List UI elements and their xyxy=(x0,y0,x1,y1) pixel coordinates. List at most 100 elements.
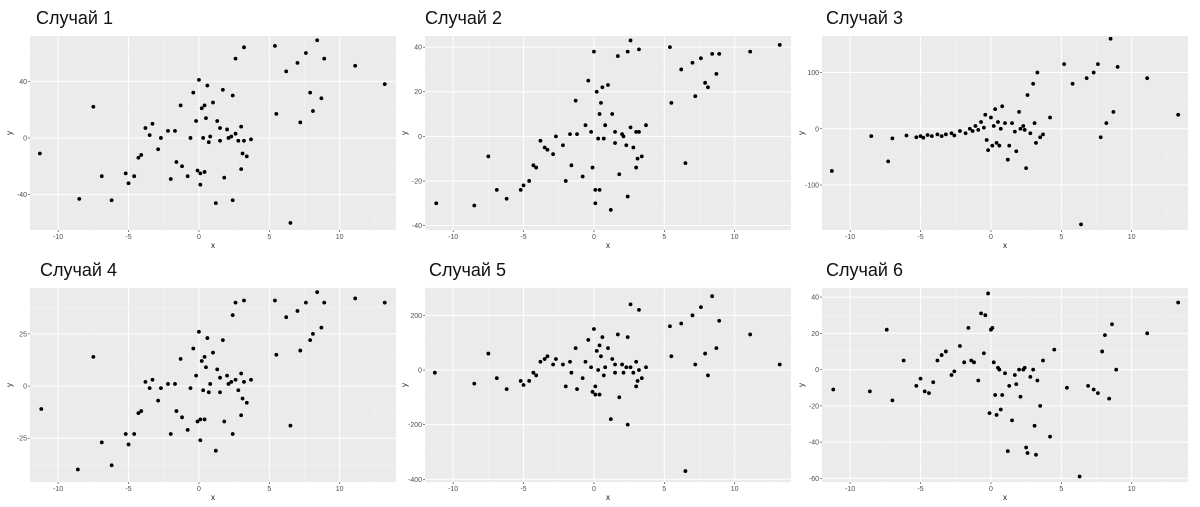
x-tick-label: -10 xyxy=(448,486,458,493)
scatter-point xyxy=(748,49,753,54)
y-tick-label: 40 xyxy=(811,295,819,302)
chart-panel-3: -10 -5 0 5 10 -100 0 100 x y Случай 3 xyxy=(797,2,1192,254)
scatter-point xyxy=(593,392,598,397)
scatter-point xyxy=(202,103,207,108)
scatter-point xyxy=(592,49,596,54)
x-tick-label: -5 xyxy=(125,486,131,493)
scatter-point xyxy=(166,382,170,386)
scatter-point xyxy=(590,165,595,170)
scatter-point xyxy=(594,89,599,94)
y-axis: -40 -20 0 20 40 xyxy=(412,45,791,230)
scatter-point xyxy=(322,300,327,305)
scatter-point xyxy=(180,164,184,169)
scatter-point xyxy=(575,132,579,137)
scatter-point xyxy=(147,133,152,138)
scatter-point xyxy=(594,348,599,353)
scatter-point xyxy=(914,384,919,388)
scatter-point xyxy=(1014,382,1019,386)
scatter-point xyxy=(1176,112,1181,117)
scatter-point xyxy=(615,332,620,337)
scatter-point xyxy=(178,357,183,361)
scatter-point xyxy=(295,309,300,313)
x-tick-label: 5 xyxy=(267,234,271,241)
scatter-point xyxy=(1096,391,1100,396)
scatter-point xyxy=(644,123,648,128)
scatter-point xyxy=(136,411,141,416)
scatter-point xyxy=(949,373,954,377)
scatter-point xyxy=(976,128,981,132)
scatter-point xyxy=(991,360,996,365)
scatter-point xyxy=(199,359,204,363)
scatter-point xyxy=(717,51,722,56)
scatter-point xyxy=(434,201,439,206)
scatter-point xyxy=(575,387,579,391)
x-tick-label: 0 xyxy=(197,234,201,241)
scatter-point xyxy=(634,359,639,364)
scatter-point xyxy=(668,324,672,329)
scatter-point xyxy=(628,365,633,370)
scatter-point xyxy=(208,134,213,139)
scatter-point xyxy=(174,160,179,164)
scatter-point xyxy=(621,134,626,139)
scatter-point xyxy=(597,112,602,116)
scatter-point xyxy=(150,377,155,382)
scatter-point xyxy=(1091,70,1096,75)
scatter-point xyxy=(240,151,245,156)
scatter-point xyxy=(298,120,303,125)
scatter-point xyxy=(601,373,606,378)
y-axis-title: y xyxy=(400,383,409,387)
scatter-point xyxy=(935,132,940,137)
scatter-point xyxy=(624,365,629,370)
scatter-point xyxy=(551,152,555,157)
scatter-point xyxy=(593,201,598,206)
chart-panel-5: -10 -5 0 5 10 -400 -200 0 200 x y Случай 5 xyxy=(400,254,795,506)
x-tick-label: -10 xyxy=(53,486,63,493)
scatter-point xyxy=(986,291,991,296)
scatter-point xyxy=(949,131,954,136)
scatter-point xyxy=(679,67,684,72)
scatter-point xyxy=(1079,222,1083,227)
scatter-point xyxy=(987,411,992,416)
scatter-point xyxy=(1034,452,1038,457)
scatter-point xyxy=(690,313,695,318)
scatter-point xyxy=(545,354,550,359)
scatter-point xyxy=(962,360,967,365)
scatter-point xyxy=(1034,140,1038,145)
x-tick-label: -10 xyxy=(845,486,855,493)
scatter-point xyxy=(603,365,608,370)
scatter-point xyxy=(527,179,532,183)
scatter-point xyxy=(983,313,988,318)
scatter-point xyxy=(1096,62,1100,67)
scatter-point xyxy=(382,82,387,87)
chart-panel-6: -10 -5 0 5 10 -60 -40 -20 0 20 40 x y Случай 6 xyxy=(797,254,1192,506)
x-axis: -10 -5 0 5 10 xyxy=(448,288,739,493)
x-tick-label: 10 xyxy=(1128,234,1136,241)
scatter-point xyxy=(39,407,44,411)
scatter-point xyxy=(197,329,201,334)
y-tick-label: -200 xyxy=(408,422,422,429)
scatter-point xyxy=(91,354,96,359)
chart-panel-2: -10 -5 0 5 10 -40 -20 0 20 40 x y Случай 2 xyxy=(400,2,795,254)
scatter-point xyxy=(534,165,539,170)
scatter-point xyxy=(927,391,931,396)
scatter-point xyxy=(568,132,572,137)
scatter-point xyxy=(693,94,698,99)
scatter-point xyxy=(593,384,598,389)
scatter-point xyxy=(1005,449,1010,454)
scatter-point xyxy=(958,129,962,133)
scatter-point xyxy=(639,376,644,381)
scatter-point xyxy=(890,398,895,403)
scatter-point xyxy=(777,362,782,367)
scatter-point xyxy=(353,296,358,301)
x-tick-label: 0 xyxy=(592,486,596,493)
y-tick-label: 20 xyxy=(811,331,819,338)
scatter-point xyxy=(561,143,565,148)
plot-background xyxy=(822,36,1188,230)
scatter-point xyxy=(1003,371,1007,376)
scatter-point xyxy=(236,388,241,393)
scatter-point xyxy=(205,83,210,88)
minor-gridlines xyxy=(425,36,791,230)
scatter-point xyxy=(981,125,986,130)
scatter-point xyxy=(1024,445,1029,450)
scatter-point xyxy=(1052,347,1057,352)
